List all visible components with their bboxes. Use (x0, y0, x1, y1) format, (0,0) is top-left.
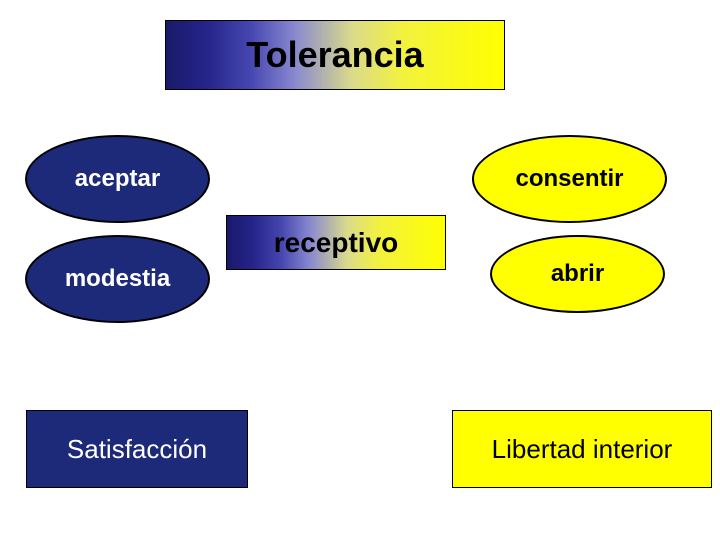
node-satisfaccion: Satisfacción (26, 410, 248, 488)
title-box: Tolerancia (165, 20, 505, 90)
node-consentir: consentir (472, 135, 667, 223)
node-satisfaccion-label: Satisfacción (67, 434, 207, 465)
title-text: Tolerancia (246, 34, 423, 76)
node-receptivo-label: receptivo (274, 227, 399, 259)
node-abrir-label: abrir (551, 260, 604, 288)
node-aceptar: aceptar (25, 135, 210, 223)
node-receptivo: receptivo (226, 215, 446, 270)
node-libertad-label: Libertad interior (492, 434, 673, 465)
node-libertad: Libertad interior (452, 410, 712, 488)
node-abrir: abrir (490, 235, 665, 313)
node-modestia: modestia (25, 235, 210, 323)
node-aceptar-label: aceptar (75, 165, 160, 193)
node-consentir-label: consentir (515, 165, 623, 193)
node-modestia-label: modestia (65, 265, 170, 293)
